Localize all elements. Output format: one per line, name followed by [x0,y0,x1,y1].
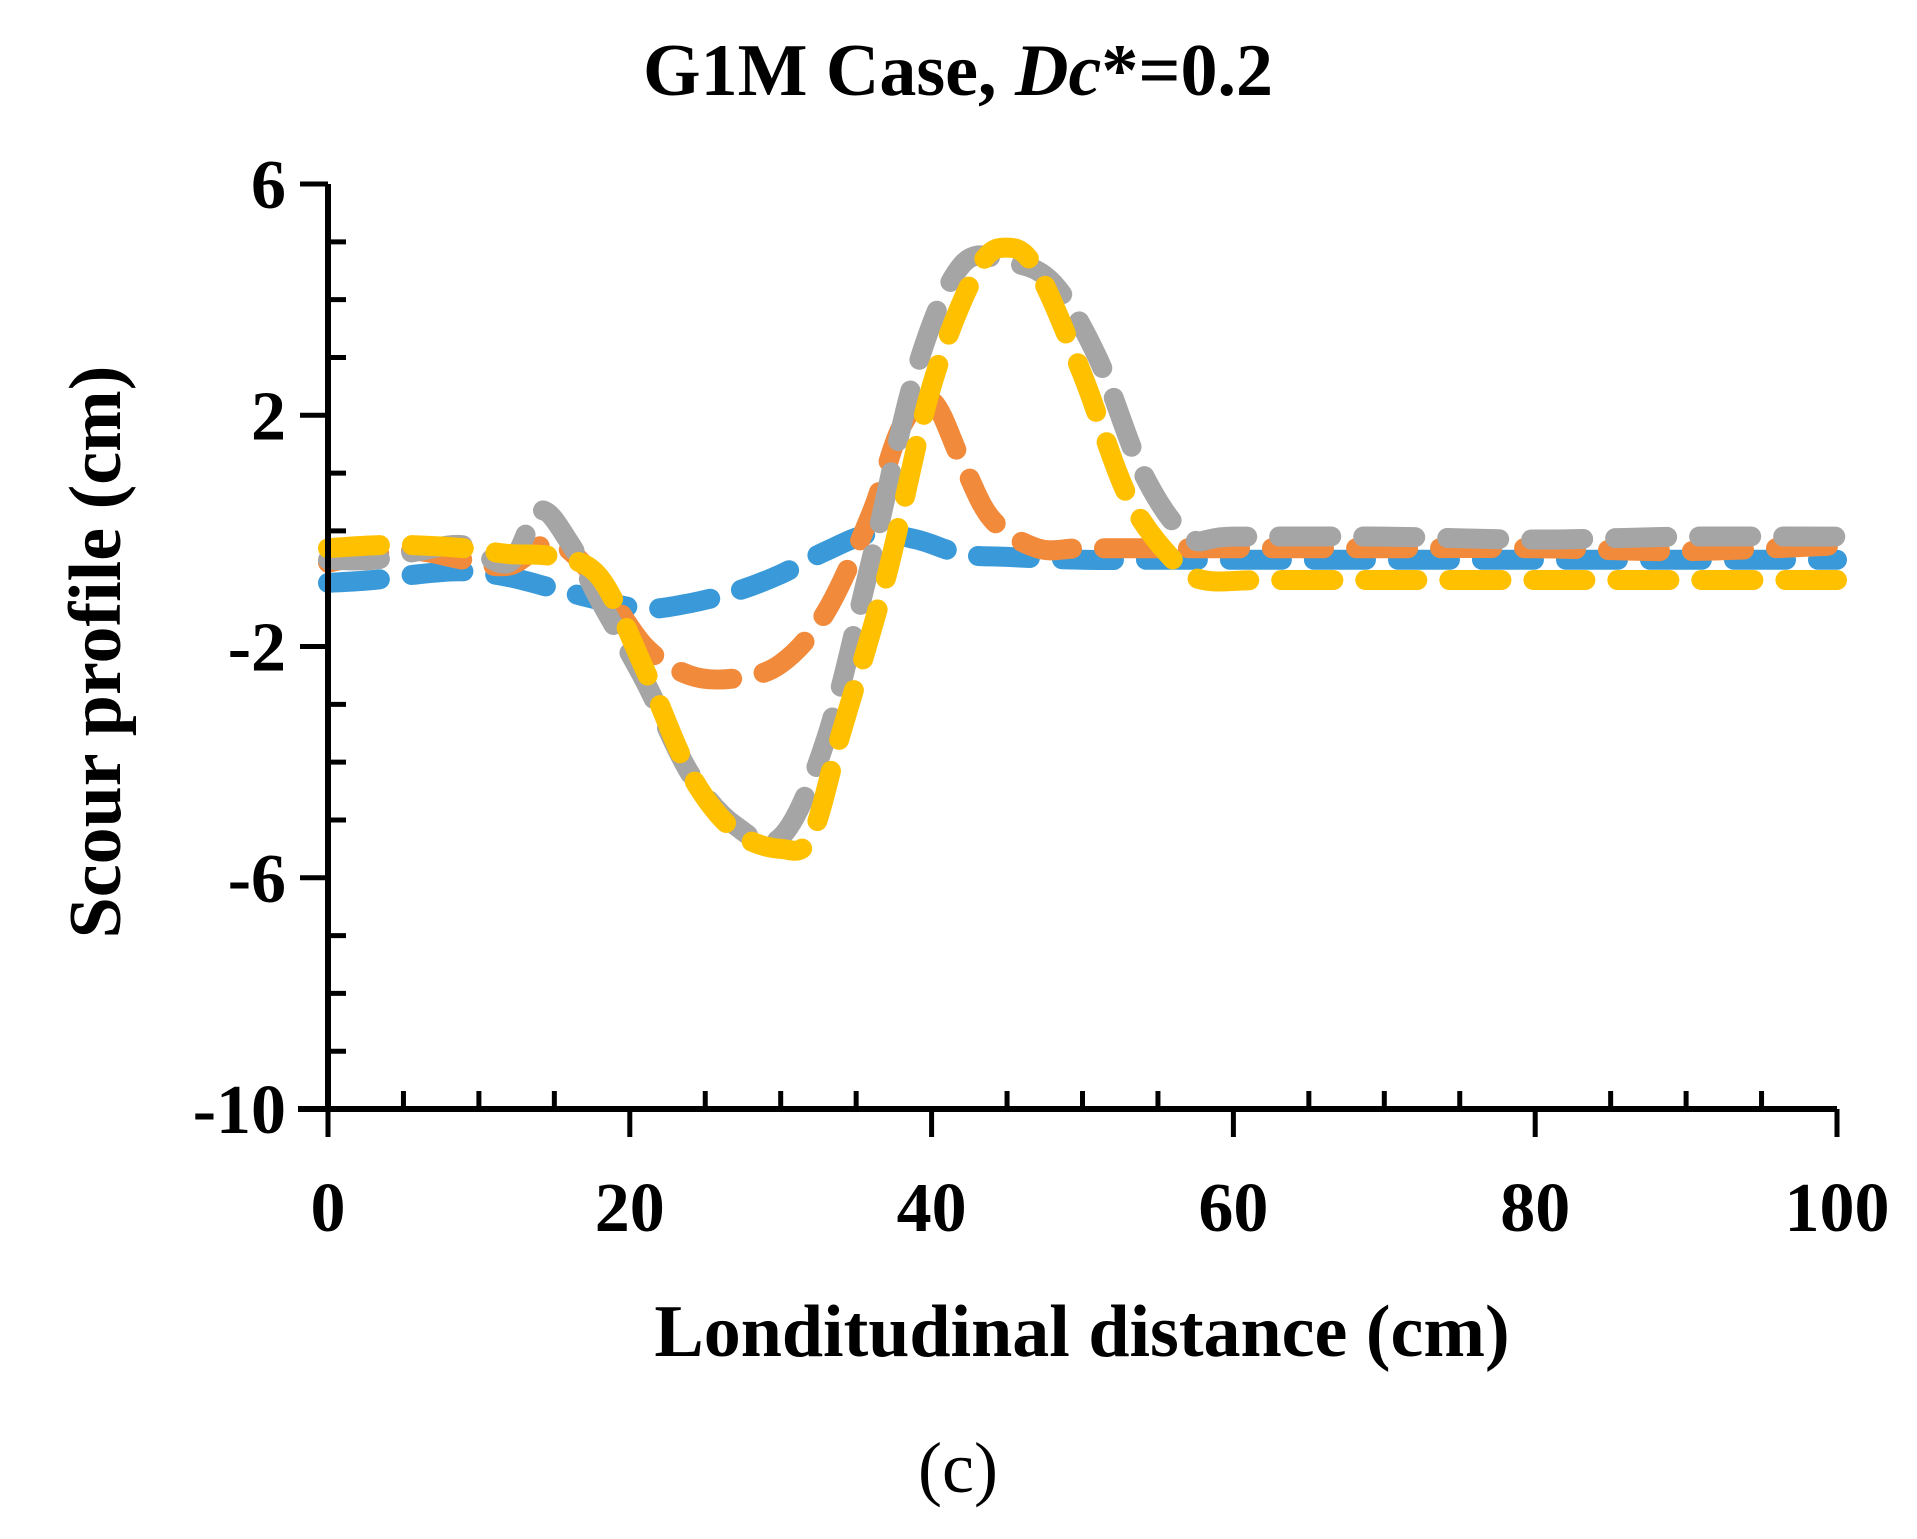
series-line-3 [318,245,1847,854]
y-tick-label: -10 [193,1072,286,1149]
x-tick-label: 40 [897,1170,967,1247]
tick-labels: 6 2 -2 -6 -10 0 20 40 60 80 100 [193,147,1890,1247]
x-tick-label: 100 [1785,1170,1890,1247]
x-tick-label: 0 [311,1170,346,1247]
series-layer [318,237,1847,861]
x-tick-label: 60 [1198,1170,1268,1247]
chart-title: G1M Case, Dc*=0.2 [643,30,1273,112]
y-tick-label: -6 [228,841,286,918]
x-tick-label: 20 [595,1170,665,1247]
series-line-1 [318,523,1847,619]
y-tick-label: 2 [251,378,286,455]
series-line-4 [318,237,1847,861]
x-tick-label: 80 [1500,1170,1570,1247]
y-axis-label: Scour profile (cm) [55,366,137,939]
x-axis-label: Londitudinal distance (cm) [654,1291,1509,1373]
y-tick-label: -2 [228,610,286,687]
figure-caption: (c) [918,1428,998,1508]
y-tick-label: 6 [251,147,286,224]
